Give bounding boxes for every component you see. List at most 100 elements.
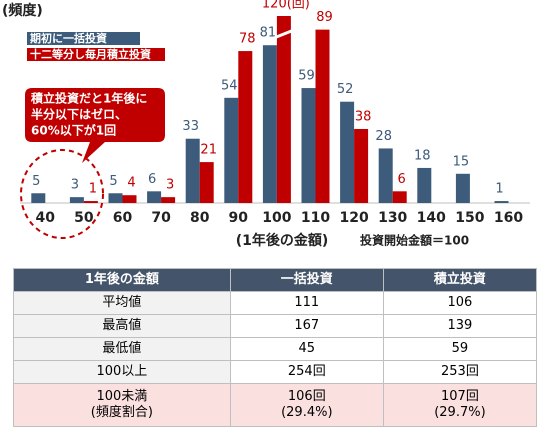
x-tick-label: 100 bbox=[262, 210, 291, 226]
bar bbox=[108, 193, 123, 203]
cell-text: 最低値 bbox=[102, 341, 142, 356]
table-cell: 45 bbox=[229, 337, 384, 361]
table-row: 最低値 45 59 bbox=[13, 337, 538, 361]
x-tick-label: 120 bbox=[339, 210, 368, 226]
table-cell: 59 bbox=[382, 337, 538, 361]
summary-table: 1年後の金額 一括投資 積立投資平均値 111 106 最高値 167 139 最低値 45 59 1… bbox=[13, 268, 538, 427]
value-label: 6 bbox=[148, 172, 156, 187]
value-label: 6 bbox=[398, 172, 406, 187]
cell-text: 106 bbox=[447, 295, 473, 310]
x-tick-label: 130 bbox=[378, 210, 407, 226]
cell-text: 167 bbox=[294, 318, 320, 333]
cell-text: (29.7%) bbox=[434, 405, 486, 420]
value-label: 81 bbox=[260, 26, 277, 41]
cell-text: 最高値 bbox=[102, 318, 142, 333]
x-tick-label: 40 bbox=[36, 210, 56, 226]
x-tick-label: 70 bbox=[151, 210, 171, 226]
bar bbox=[31, 193, 46, 203]
value-label: 15 bbox=[453, 154, 470, 169]
x-tick-label: 150 bbox=[455, 210, 484, 226]
bar bbox=[199, 162, 214, 203]
table-cell: 積立投資 bbox=[382, 268, 538, 292]
table-cell: 253回 bbox=[382, 360, 538, 384]
callout-text: 半分以下はゼロ、 bbox=[31, 107, 127, 122]
callout-box bbox=[25, 88, 165, 163]
bar bbox=[378, 148, 393, 203]
bar bbox=[276, 16, 291, 203]
table-row: 最高値 167 139 bbox=[13, 314, 538, 338]
header-row: 1年後の金額 一括投資 積立投資 bbox=[13, 268, 538, 292]
cell-text: 平均値 bbox=[102, 295, 142, 310]
cell-text: 106回 bbox=[287, 389, 326, 404]
table-row: 100以上 254回 253回 bbox=[13, 360, 538, 384]
cell-text: 100以上 bbox=[96, 364, 148, 379]
value-label: 3 bbox=[166, 178, 174, 193]
cell-text: 59 bbox=[451, 341, 469, 356]
highlight-circle bbox=[20, 149, 104, 239]
cell-text: 254回 bbox=[287, 364, 326, 379]
cell-text: (29.4%) bbox=[281, 405, 333, 420]
value-label: 5 bbox=[109, 174, 117, 189]
x-tick-label: 160 bbox=[494, 210, 523, 226]
x-tick-label: 140 bbox=[417, 210, 446, 226]
value-label: 38 bbox=[355, 109, 372, 124]
cell-text: 111 bbox=[294, 295, 320, 310]
table-cell: 最高値 bbox=[13, 314, 231, 338]
bar bbox=[494, 201, 509, 203]
table-cell: 最低値 bbox=[13, 337, 231, 361]
table-row: 平均値 111 106 bbox=[13, 291, 538, 315]
x-tick-label: 60 bbox=[113, 210, 133, 226]
legend-label: 期初に一括投資 bbox=[30, 31, 107, 45]
x-tick-label: 110 bbox=[301, 210, 330, 226]
value-label: 54 bbox=[221, 78, 238, 93]
value-label: 120(回) bbox=[262, 0, 310, 12]
legend-swatch bbox=[27, 48, 165, 61]
cell-text: 253回 bbox=[441, 364, 479, 379]
table-cell: 1年後の金額 bbox=[13, 268, 231, 292]
axis-break bbox=[273, 28, 295, 40]
table-cell: 106回 (29.4%) bbox=[229, 383, 384, 427]
cell-text: (頻度割合) bbox=[90, 405, 153, 420]
note: 投資開始金額＝100 bbox=[360, 233, 469, 248]
value-label: 21 bbox=[200, 143, 217, 158]
bar bbox=[340, 101, 355, 203]
bar bbox=[455, 173, 470, 203]
bar bbox=[224, 97, 239, 203]
value-label: 1 bbox=[495, 182, 503, 197]
table-cell: 100以上 bbox=[13, 360, 231, 384]
table-cell: 167 bbox=[229, 314, 384, 338]
cell-text: 積立投資 bbox=[433, 272, 486, 287]
value-label: 89 bbox=[316, 10, 333, 25]
value-label: 4 bbox=[127, 176, 135, 191]
bar bbox=[301, 88, 316, 203]
table-cell: 107回 (29.7%) bbox=[382, 383, 538, 427]
bar bbox=[417, 167, 432, 203]
bar bbox=[392, 191, 407, 203]
bar bbox=[161, 197, 176, 203]
legend-label: 十二等分し毎月積立投資 bbox=[30, 47, 151, 61]
cell-text: 139 bbox=[447, 318, 473, 333]
table-cell: 106 bbox=[382, 291, 538, 315]
table-cell: 111 bbox=[229, 291, 384, 315]
chart: (頻度) (1年後の金額) 投資開始金額＝100 期初に一括投資十二等分し毎月積… bbox=[2, 0, 530, 249]
value-label: 18 bbox=[414, 148, 431, 163]
callout-text: 60%以下が1回 bbox=[31, 123, 116, 138]
cell-text: 一括投資 bbox=[280, 272, 333, 287]
bar bbox=[147, 191, 162, 203]
callout-text: 積立投資だと1年後に bbox=[30, 91, 147, 106]
value-label: 5 bbox=[32, 174, 40, 189]
value-label: 52 bbox=[337, 82, 354, 97]
y-label: (頻度) bbox=[2, 2, 43, 19]
value-label: 1 bbox=[89, 182, 97, 197]
value-label: 28 bbox=[375, 129, 392, 144]
value-label: 59 bbox=[298, 69, 315, 84]
bar bbox=[83, 201, 98, 203]
table-cell: 139 bbox=[382, 314, 538, 338]
cell-text: 100未満 bbox=[96, 389, 148, 404]
table-cell: 254回 bbox=[229, 360, 384, 384]
x-tick-label: 90 bbox=[229, 210, 249, 226]
table-cell: 平均値 bbox=[13, 291, 231, 315]
cell-text: 1年後の金額 bbox=[84, 272, 159, 287]
x-tick-label: 80 bbox=[190, 210, 210, 226]
